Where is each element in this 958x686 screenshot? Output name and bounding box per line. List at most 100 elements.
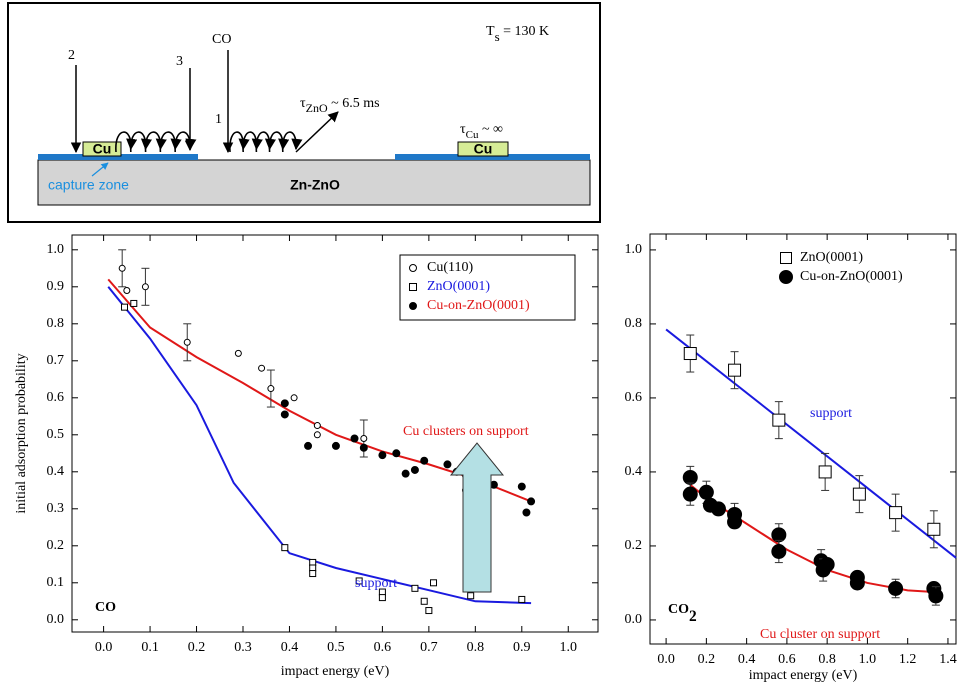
x-tick-label: 0.7 [420,640,438,655]
y-tick-label: 1.0 [625,242,643,257]
marker [378,594,386,602]
residence-time-label: τZnO ~ 6.5 ms [300,96,380,115]
marker [682,469,698,485]
substrate [37,159,591,206]
marker [118,264,126,272]
marker [378,451,387,460]
marker [331,441,340,450]
substrate-label: Zn-ZnO [290,177,340,193]
marker [772,413,786,427]
arrow-label: 3 [176,54,183,69]
marker [360,434,368,442]
marker [141,283,149,291]
annotation: support [810,406,852,421]
y-tick-label: 0.2 [47,538,65,553]
cluster-label: Cu [474,141,493,157]
marker [123,286,131,294]
marker [183,338,191,346]
marker [527,497,536,506]
marker [710,501,726,517]
x-tick-label: 0.3 [234,640,252,655]
marker [401,469,410,478]
y-tick-label: 0.5 [47,427,65,442]
marker [430,579,438,587]
marker [728,363,742,377]
cu-cluster [457,141,509,157]
marker [420,456,429,465]
marker [698,484,714,500]
annotation: Cu clusters on support [403,424,529,439]
subscript: ZnO [306,101,328,115]
marker [409,302,417,310]
arrow-label: 2 [68,48,75,63]
text: ~ ∞ [478,122,503,137]
schematic: 2 3 1 CO Ts = 130 K τZnO ~ 6.5 ms τCu ~ … [7,2,601,223]
x-tick-label: 1.2 [899,652,917,667]
marker [818,465,832,479]
annotation: Cu cluster on support [760,627,880,642]
residence-time-label: τCu ~ ∞ [460,122,503,140]
x-tick-label: 0.2 [698,652,716,667]
y-tick-label: 0.6 [625,390,643,405]
x-tick-label: 0.2 [188,640,206,655]
cu-cluster [82,141,122,157]
marker [819,556,835,572]
x-tick-label: 0.0 [657,652,675,667]
x-tick-label: 0.9 [513,640,531,655]
marker [780,252,792,264]
hop-loop [281,131,303,153]
plot-frame [649,233,957,645]
marker [683,347,697,361]
marker [355,577,363,585]
arrow-label: 1 [215,112,222,127]
legend-label: Cu-on-ZnO(0001) [427,298,530,313]
marker [889,506,903,520]
y-tick-label: 0.0 [625,612,643,627]
zno-layer [395,154,590,160]
marker [411,584,419,592]
marker [849,575,865,591]
x-tick-label: 0.4 [738,652,756,667]
fit-line [107,278,532,503]
y-axis-title: initial adsorption probability [14,353,29,513]
arrow [295,111,339,153]
legend-label: ZnO(0001) [800,250,863,265]
marker [928,588,944,604]
x-tick-label: 1.4 [939,652,957,667]
y-tick-label: 0.6 [47,390,65,405]
marker [130,299,138,307]
y-tick-label: 0.4 [625,464,643,479]
annotation-text: CO [668,602,689,617]
x-tick-label: 0.0 [95,640,113,655]
marker [290,394,298,402]
marker [392,449,401,458]
subscript: Cu [466,129,479,141]
y-tick-label: 0.2 [625,538,643,553]
marker [410,465,419,474]
marker [443,460,452,469]
marker [267,385,275,393]
fit-line [689,484,938,594]
marker [313,431,321,439]
plot-frame [71,234,599,633]
hop-loops [115,131,303,153]
x-tick-label: 0.6 [374,640,392,655]
x-tick-label: 1.0 [859,652,877,667]
marker [467,592,475,600]
marker [309,570,317,578]
y-tick-label: 0.8 [47,316,65,331]
text: ~ 6.5 ms [328,96,380,111]
marker [927,522,941,536]
marker [852,487,866,501]
marker [888,580,904,596]
symbol: T [486,24,495,39]
subscript: s [495,29,500,44]
cluster-label: Cu [93,141,112,157]
marker [350,434,359,443]
marker [420,597,428,605]
annotation: CO [95,600,116,615]
marker [771,543,787,559]
x-tick-label: 0.5 [327,640,345,655]
legend-label: Cu-on-ZnO(0001) [800,269,903,284]
marker [425,607,433,615]
